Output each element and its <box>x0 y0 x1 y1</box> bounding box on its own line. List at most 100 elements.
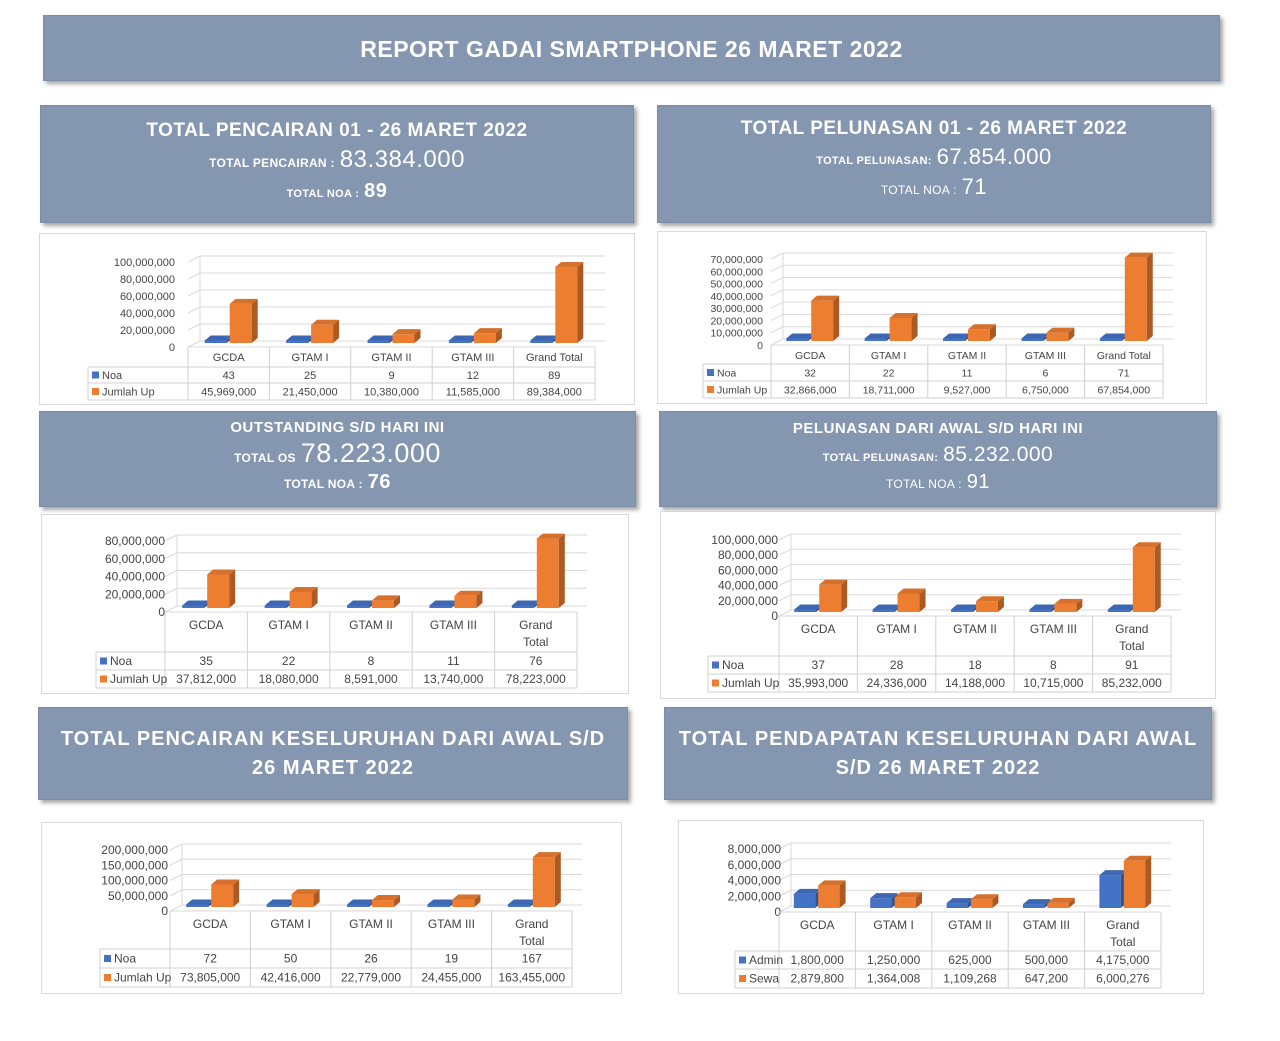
y-tick-label: 0 <box>774 905 781 919</box>
data-label: 85,232,000 <box>1102 676 1162 690</box>
data-label: 73,805,000 <box>180 971 240 985</box>
bar-noa <box>1021 333 1050 341</box>
data-label: 21,450,000 <box>283 387 338 399</box>
gridline-side <box>778 905 792 913</box>
category-label: GTAM II <box>948 918 992 932</box>
bar-jumlah-up <box>452 894 481 907</box>
y-tick-label: 80,000,000 <box>105 534 165 548</box>
gridline-side <box>164 534 178 542</box>
category-label: GTAM II <box>948 350 986 362</box>
data-label: 26 <box>364 952 378 966</box>
data-label: 22 <box>282 654 296 668</box>
bar-noa <box>530 335 559 343</box>
bar-noa <box>186 899 215 907</box>
bar-jumlah-up <box>289 586 318 608</box>
bar-jumlah-up <box>392 329 421 343</box>
chart-pencairan-keseluruhan: 0 50,000,000 100,000,000 150,000,000 200,000… <box>41 822 622 994</box>
y-tick-label: 60,000,000 <box>120 291 175 303</box>
bar-jumlah-up <box>819 579 848 612</box>
pelunasan-awal-title: PELUNASAN DARI AWAL S/D HARI INI <box>792 420 1084 437</box>
category-label: Grand <box>1106 918 1139 932</box>
gridline-side <box>169 889 183 897</box>
gridline-side <box>770 252 784 260</box>
y-tick-label: 20,000,000 <box>120 325 175 337</box>
pendapatan-keseluruhan-title: TOTAL PENDAPATAN KESELURUHAN DARI AWAL S… <box>678 728 1198 779</box>
data-label: 67,854,000 <box>1098 385 1151 397</box>
data-label: 18,711,000 <box>863 385 915 397</box>
pencairan-total-value: 83.384.000 <box>339 146 465 173</box>
y-tick-label: 60,000,000 <box>710 266 763 278</box>
bar-noa <box>182 600 211 608</box>
category-label: GCDA <box>189 618 224 632</box>
y-tick-label: 80,000,000 <box>718 548 778 562</box>
outstanding-title: OUTSTANDING S/D HARI INI <box>230 419 445 436</box>
y-tick-label: 200,000,000 <box>101 843 168 857</box>
y-tick-label: 6,000,000 <box>728 858 782 872</box>
chart-outstanding-svg: 0 20,000,000 40,000,000 60,000,000 80,000,00… <box>95 533 587 689</box>
data-label: 91 <box>1125 658 1139 672</box>
legend-key-noa <box>707 369 714 376</box>
legend-label: Noa <box>722 658 744 672</box>
category-label: Grand Total <box>526 352 583 364</box>
bar-jumlah-up <box>372 895 400 907</box>
bar-jumlah-up <box>889 313 918 341</box>
bar-noa <box>347 600 375 608</box>
data-label: 12 <box>467 370 479 382</box>
pelunasan-summary-box: TOTAL PELUNASAN 01 - 26 MARET 2022 TOTAL… <box>657 105 1211 223</box>
bar-noa <box>1107 604 1136 612</box>
chart-pendapatan-keseluruhan: 0 2,000,000 4,000,000 6,000,000 8,000,000 Adm… <box>678 820 1204 994</box>
bar-noa <box>1029 604 1058 612</box>
gridline-side <box>164 552 178 560</box>
gridline-side <box>778 858 792 866</box>
pencairan-keseluruhan-box: TOTAL PENCAIRAN KESELURUHAN DARI AWAL S/… <box>38 707 628 800</box>
y-tick-label: 20,000,000 <box>710 315 763 327</box>
gridline-side <box>778 548 792 556</box>
bar-jumlah-up <box>536 533 565 608</box>
bar-jumlah-up <box>811 295 840 341</box>
pelunasan-total-value: 67.854.000 <box>936 144 1052 169</box>
category-label: GTAM I <box>876 622 916 636</box>
data-label: 22,779,000 <box>341 971 401 985</box>
pencairan-summary-box: TOTAL PENCAIRAN 01 - 26 MARET 2022 TOTAL… <box>40 105 634 223</box>
category-label: Total <box>523 635 548 649</box>
gridline-side <box>164 605 178 613</box>
y-tick-label: 0 <box>169 342 175 354</box>
category-label: GTAM III <box>1023 918 1070 932</box>
category-label: GTAM III <box>451 352 494 364</box>
legend-label: Jumlah Up <box>102 387 155 399</box>
category-label: Total <box>1110 935 1135 949</box>
category-label: GTAM I <box>292 352 329 364</box>
bar-admin <box>793 888 822 908</box>
bar-jumlah-up <box>211 879 240 907</box>
bar-noa <box>427 899 456 907</box>
gridline-side <box>778 874 792 881</box>
data-label: 25 <box>304 370 316 382</box>
data-label: 2,879,800 <box>791 972 845 986</box>
bar-jumlah-up <box>229 298 258 343</box>
bar-sewa <box>894 892 922 908</box>
data-label: 6,750,000 <box>1022 385 1069 397</box>
data-label: 10,715,000 <box>1023 676 1083 690</box>
legend-key-sewa <box>739 975 746 982</box>
y-tick-label: 0 <box>158 605 165 619</box>
bar-jumlah-up <box>473 328 502 343</box>
bar-noa <box>786 333 815 341</box>
gridline-side <box>187 306 201 314</box>
y-tick-label: 50,000,000 <box>108 889 168 903</box>
data-label: 42,416,000 <box>261 971 321 985</box>
data-label: 13,740,000 <box>423 672 483 686</box>
bar-jumlah-up <box>532 852 561 907</box>
gridline-side <box>770 277 784 285</box>
chart-outstanding: 0 20,000,000 40,000,000 60,000,000 80,000,00… <box>41 514 629 694</box>
y-tick-label: 40,000,000 <box>710 291 763 303</box>
bar-noa <box>864 333 893 341</box>
gridline-side <box>169 843 183 851</box>
bar-jumlah-up <box>1124 252 1153 341</box>
data-label: 18 <box>968 658 982 672</box>
data-label: 625,000 <box>948 953 992 967</box>
data-label: 11 <box>962 368 973 380</box>
data-label: 37,812,000 <box>176 672 236 686</box>
y-tick-label: 40,000,000 <box>120 308 175 320</box>
bar-noa <box>511 600 540 608</box>
